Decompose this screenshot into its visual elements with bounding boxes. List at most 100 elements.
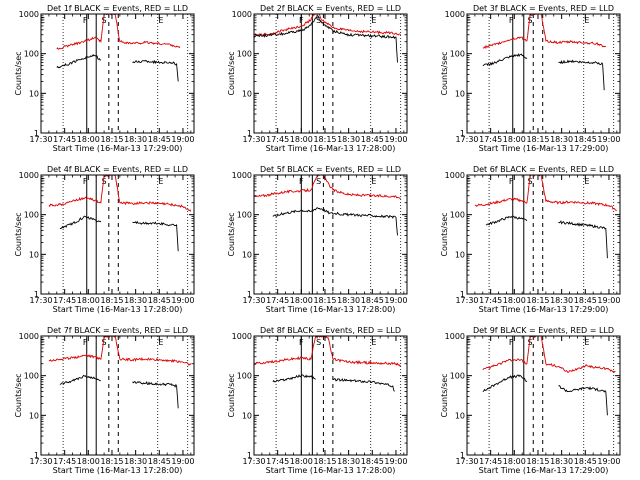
x-tick-label: 17:30	[242, 135, 265, 144]
series-line-events	[253, 15, 398, 63]
x-tick-label: 17:30	[242, 457, 265, 466]
y-tick-label: 10	[29, 411, 39, 420]
series-line-lld	[253, 13, 401, 37]
x-tick-label: 19:00	[384, 296, 407, 305]
series-line-events	[482, 53, 605, 91]
phase-marker-s: S	[316, 16, 321, 25]
y-tick-label: 1000	[19, 332, 39, 341]
y-tick-label: 100	[24, 50, 39, 59]
x-tick-label: 18:45	[148, 135, 171, 144]
y-tick-label: 100	[24, 211, 39, 220]
x-tick-label: 18:30	[550, 457, 573, 466]
x-tick-label: 19:00	[171, 296, 194, 305]
x-tick-label: 18:45	[574, 457, 597, 466]
x-tick-label: 18:00	[77, 457, 100, 466]
plot-frame	[466, 13, 621, 134]
x-tick-label: 18:15	[313, 135, 336, 144]
y-tick-label: 1000	[232, 10, 252, 19]
x-axis-label: Start Time (16-Mar-13 17:29:00)	[479, 144, 609, 153]
series-line-events	[272, 207, 398, 236]
y-tick-label: 10	[242, 250, 252, 259]
x-tick-label: 17:30	[29, 457, 52, 466]
x-tick-label: 18:30	[124, 296, 147, 305]
panel-det-6: Det 6f BLACK = Events, RED = LLDEFSE1101…	[440, 165, 621, 314]
y-tick-label: 10	[455, 250, 465, 259]
x-axis-label: Start Time (16-Mar-13 17:28:00)	[266, 144, 396, 153]
x-tick-label: 17:45	[53, 296, 76, 305]
x-axis-label: Start Time (16-Mar-13 17:28:00)	[266, 305, 396, 314]
x-tick-label: 17:30	[242, 296, 265, 305]
y-tick-label: 100	[450, 211, 465, 220]
phase-marker-e: E	[584, 338, 589, 347]
y-tick-label: 1000	[445, 332, 465, 341]
y-axis-label: Counts/sec	[14, 51, 23, 95]
y-axis-label: Counts/sec	[440, 212, 449, 256]
x-tick-label: 17:45	[266, 296, 289, 305]
x-tick-label: 18:30	[337, 296, 360, 305]
y-tick-label: 1	[460, 129, 465, 138]
plot-frame	[40, 335, 195, 456]
x-tick-label: 18:00	[77, 296, 100, 305]
plot-frame	[466, 335, 621, 456]
x-axis-label: Start Time (16-Mar-13 17:28:00)	[266, 466, 396, 475]
plot-frame	[253, 335, 408, 456]
y-tick-label: 1000	[232, 332, 252, 341]
x-tick-label: 18:15	[313, 457, 336, 466]
x-tick-label: 18:30	[124, 135, 147, 144]
series-line-lld	[56, 13, 181, 50]
x-tick-label: 18:30	[337, 135, 360, 144]
x-tick-label: 18:45	[148, 296, 171, 305]
x-tick-label: 18:45	[574, 296, 597, 305]
y-axis-label: Counts/sec	[227, 212, 236, 256]
y-tick-label: 1000	[19, 171, 39, 180]
y-tick-label: 1000	[445, 10, 465, 19]
phase-marker-f: F	[509, 16, 514, 25]
panel-det-2: Det 2f BLACK = Events, RED = LLD F S E 1 10 10…	[227, 4, 408, 153]
x-tick-label: 18:15	[526, 457, 549, 466]
y-tick-label: 1	[34, 290, 39, 299]
x-tick-label: 17:30	[455, 296, 478, 305]
x-tick-label: 18:15	[100, 135, 123, 144]
x-tick-label: 18:45	[361, 296, 384, 305]
panel-det-1: Det 1f BLACK = Events, RED = LLDEFSE1101…	[14, 4, 195, 153]
phase-marker-e: E	[371, 338, 376, 347]
series-line-events	[56, 53, 179, 82]
x-axis-label: Start Time (16-Mar-13 17:28:00)	[53, 305, 183, 314]
phase-marker-s: S	[102, 16, 107, 25]
x-tick-label: 17:45	[266, 457, 289, 466]
y-axis-label: Counts/sec	[227, 51, 236, 95]
x-tick-label: 19:00	[384, 135, 407, 144]
x-tick-label: 18:00	[503, 296, 526, 305]
y-tick-label: 1000	[19, 10, 39, 19]
phase-marker-e: E	[158, 338, 163, 347]
x-tick-label: 19:00	[597, 296, 620, 305]
phase-marker-f: F	[83, 177, 88, 186]
phase-marker-s: S	[102, 338, 107, 347]
panel-title: Det 2f BLACK = Events, RED = LLD	[260, 4, 401, 13]
x-tick-label: 17:45	[479, 457, 502, 466]
x-axis-label: Start Time (16-Mar-13 17:29:00)	[53, 144, 183, 153]
x-tick-label: 18:00	[503, 135, 526, 144]
series-line-lld	[482, 13, 607, 50]
phase-marker-s: S	[316, 177, 321, 186]
y-tick-label: 10	[455, 411, 465, 420]
y-tick-label: 100	[450, 50, 465, 59]
panel-det-9: Det 9f BLACK = Events, RED = LLDEFSE1101…	[440, 326, 621, 475]
phase-marker-f: F	[299, 16, 304, 25]
panel-title: Det 1f BLACK = Events, RED = LLD	[47, 4, 188, 13]
x-tick-label: 17:30	[29, 135, 52, 144]
x-tick-label: 17:45	[479, 135, 502, 144]
panel-det-8: Det 8f BLACK = Events, RED = LLD F S E 1 10 10…	[227, 326, 408, 475]
x-tick-label: 18:45	[361, 457, 384, 466]
x-axis-label: Start Time (16-Mar-13 17:29:00)	[479, 466, 609, 475]
phase-marker-f: F	[509, 177, 514, 186]
phase-marker-f: F	[83, 16, 88, 25]
x-tick-label: 18:45	[148, 457, 171, 466]
x-tick-label: 18:45	[574, 135, 597, 144]
y-tick-label: 100	[237, 372, 252, 381]
phase-marker-e: E	[584, 16, 589, 25]
y-tick-label: 1000	[232, 171, 252, 180]
y-tick-label: 1	[460, 290, 465, 299]
phase-marker-s: S	[316, 338, 321, 347]
panel-title: Det 6f BLACK = Events, RED = LLD	[473, 165, 614, 174]
